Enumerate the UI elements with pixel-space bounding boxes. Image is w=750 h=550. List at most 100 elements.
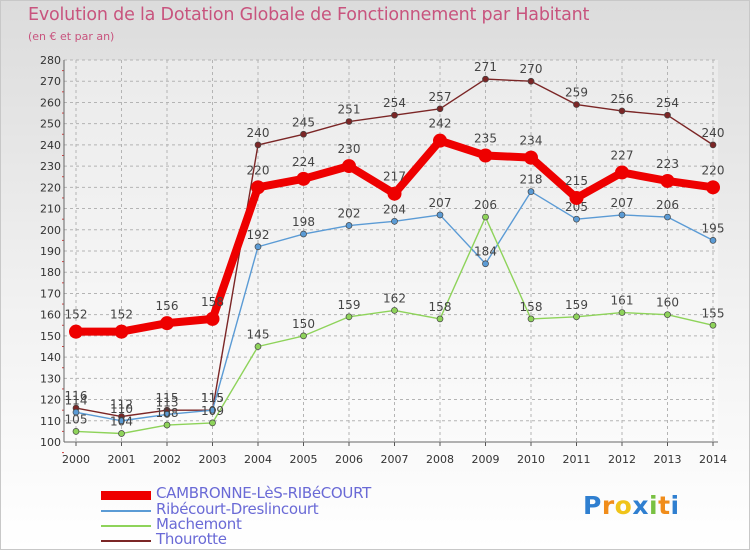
data-label: 115	[201, 391, 224, 405]
data-label: 256	[611, 92, 634, 106]
x-tick-label: 2006	[335, 453, 363, 466]
data-label: 207	[611, 196, 634, 210]
data-point	[573, 101, 580, 108]
data-point	[524, 150, 538, 165]
brand-letter: r	[601, 491, 615, 520]
y-tick-label: 110	[40, 415, 61, 428]
data-label: 217	[383, 170, 406, 184]
data-label: 104	[110, 415, 133, 429]
data-point	[391, 217, 398, 225]
data-point	[573, 215, 580, 223]
data-label: 110	[110, 402, 133, 416]
x-tick-label: 2000	[62, 453, 90, 466]
data-label: 152	[65, 308, 88, 322]
data-label: 254	[656, 96, 679, 110]
chart-title: Evolution de la Dotation Globale de Fonc…	[28, 5, 590, 25]
data-label: 116	[65, 389, 88, 403]
data-point	[205, 311, 220, 326]
data-label: 240	[247, 126, 270, 140]
y-tick-label: 120	[40, 394, 61, 407]
data-point	[163, 411, 171, 418]
data-point	[300, 130, 307, 138]
data-point	[618, 107, 626, 115]
data-point	[391, 111, 398, 119]
brand-letter: x	[632, 491, 649, 520]
data-label: 259	[565, 86, 588, 100]
data-label: 105	[65, 412, 88, 426]
data-label: 184	[474, 245, 497, 259]
data-label: 251	[338, 103, 361, 117]
data-label: 215	[565, 174, 588, 188]
data-point	[527, 77, 535, 85]
data-label: 109	[201, 404, 224, 418]
data-label: 220	[247, 163, 270, 177]
data-label: 158	[429, 300, 452, 314]
y-tick-label: 190	[40, 245, 61, 258]
data-label: 161	[611, 294, 634, 308]
y-tick-label: 230	[40, 160, 61, 173]
data-point	[391, 307, 398, 314]
data-point	[436, 105, 444, 113]
data-point	[436, 211, 444, 219]
data-label: 115	[156, 391, 179, 405]
y-tick-label: 170	[40, 287, 61, 300]
data-point	[482, 75, 489, 83]
x-tick-label: 2014	[699, 453, 727, 466]
data-label: 158	[520, 300, 543, 314]
data-point	[114, 324, 129, 339]
data-point	[618, 309, 626, 316]
data-label: 155	[702, 306, 725, 320]
data-point	[664, 311, 671, 319]
data-label: 206	[474, 198, 497, 212]
data-point	[482, 260, 489, 268]
data-label: 195	[702, 221, 725, 235]
y-tick-label: 150	[40, 330, 61, 343]
data-label: 159	[338, 298, 361, 312]
data-point	[615, 165, 629, 180]
data-point	[664, 213, 671, 221]
x-tick-label: 2002	[153, 453, 181, 466]
x-tick-label: 2012	[608, 453, 636, 466]
data-point	[300, 332, 307, 340]
brand-letter: o	[614, 491, 633, 520]
data-point	[345, 313, 353, 321]
y-tick-label: 260	[40, 96, 61, 109]
y-tick-label: 100	[40, 436, 61, 449]
data-label: 242	[429, 117, 452, 131]
data-point	[342, 159, 356, 174]
data-point	[251, 180, 265, 195]
data-point	[69, 324, 83, 339]
data-label: 152	[110, 308, 133, 322]
brand-letter: i	[670, 491, 680, 520]
data-point	[163, 421, 171, 429]
data-label: 230	[338, 142, 361, 156]
data-label: 159	[565, 298, 588, 312]
data-label: 156	[156, 299, 179, 313]
y-tick-label: 180	[40, 266, 61, 279]
data-point	[573, 313, 580, 321]
data-label: 223	[656, 157, 679, 171]
data-point	[296, 171, 311, 186]
legend-label: Ribécourt-Dreslincourt	[156, 500, 319, 518]
x-tick-label: 2013	[654, 453, 682, 466]
x-tick-label: 2009	[472, 453, 500, 466]
y-tick-label: 280	[40, 54, 61, 67]
data-label: 108	[156, 406, 179, 420]
data-label: 227	[611, 148, 634, 162]
series-cambronne-l-s-rib-court: 152 152 156 158 220 224 230 217 242 235 234 215 227 2…	[65, 117, 724, 339]
legend-label: Thourotte	[156, 530, 227, 548]
data-point	[706, 180, 720, 195]
brand-letter: i	[649, 491, 659, 520]
data-label: 271	[474, 60, 497, 74]
series-machemont: 105 104 108 109 145 150 159 162 158 206 158 159 161 1…	[65, 198, 725, 437]
data-point	[618, 211, 626, 219]
data-label: 114	[65, 393, 88, 407]
data-point	[160, 316, 174, 331]
x-tick-label: 2011	[563, 453, 591, 466]
data-point	[569, 190, 584, 205]
legend-swatch	[101, 491, 151, 500]
brand-letter: t	[658, 491, 671, 520]
